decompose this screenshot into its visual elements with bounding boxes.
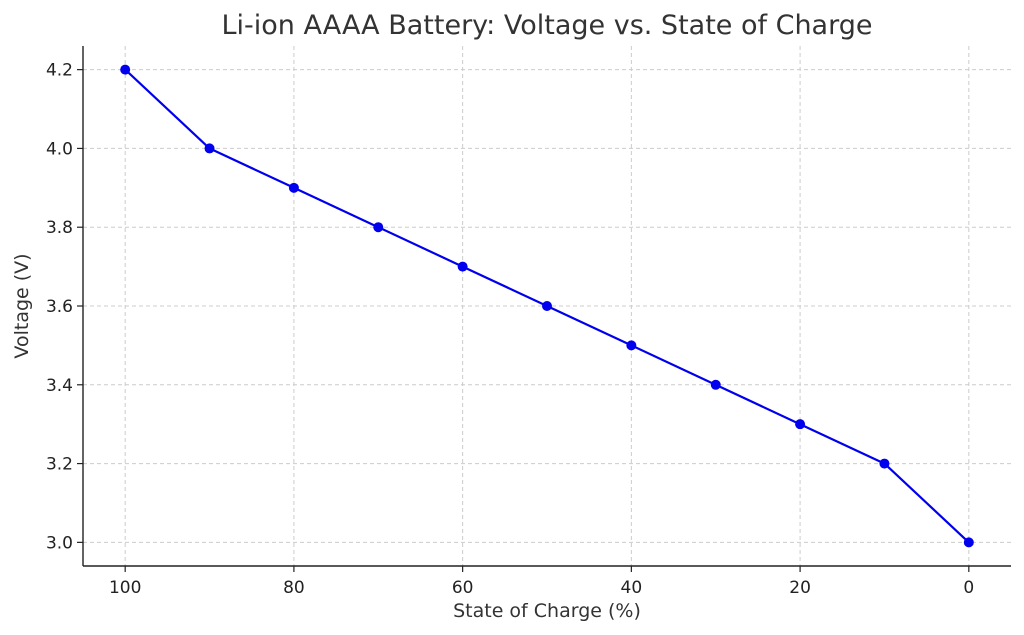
data-point [457,261,468,272]
y-tick-label: 4.2 [46,61,73,81]
x-tick-label: 60 [452,578,474,598]
x-tick-label: 20 [789,578,811,598]
x-tick-label: 40 [621,578,643,598]
x-axis-label: State of Charge (%) [453,600,641,622]
y-tick-label: 3.4 [46,376,73,396]
x-tick-label: 100 [109,578,141,598]
x-tick-label: 0 [963,578,974,598]
axes: 100 80 60 40 20 0 3.0 3.2 3.4 3.6 3.8 4.0 4.2 [46,46,1011,598]
data-point [204,143,215,154]
data-point [120,64,131,75]
data-point [795,419,806,430]
data-point [963,537,974,548]
y-tick-label: 4.0 [46,139,73,159]
data-point [879,458,890,469]
chart-title: Li-ion AAAA Battery: Voltage vs. State o… [222,10,873,41]
x-tick-label: 80 [283,578,305,598]
data-point [373,222,384,233]
y-tick-label: 3.6 [46,297,73,317]
grid [83,46,1011,566]
data-point [710,379,721,390]
data-point [288,182,299,193]
y-tick-label: 3.2 [46,455,73,475]
plot-area [120,64,974,548]
y-tick-label: 3.8 [46,218,73,238]
data-point [626,340,637,351]
y-tick-label: 3.0 [46,533,73,553]
y-axis-label: Voltage (V) [11,253,33,358]
data-point [542,301,552,311]
